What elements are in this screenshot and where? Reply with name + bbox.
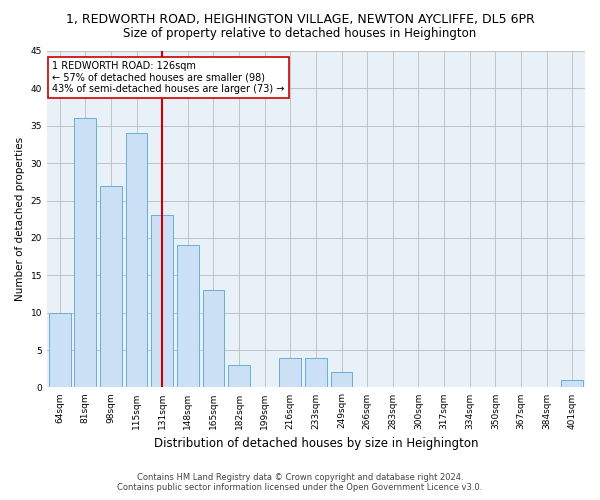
Text: 1 REDWORTH ROAD: 126sqm
← 57% of detached houses are smaller (98)
43% of semi-de: 1 REDWORTH ROAD: 126sqm ← 57% of detache…	[52, 61, 284, 94]
Bar	[305, 358, 327, 388]
Bar	[177, 246, 199, 388]
Y-axis label: Number of detached properties: Number of detached properties	[15, 137, 25, 302]
Text: Size of property relative to detached houses in Heighington: Size of property relative to detached ho…	[124, 28, 476, 40]
Bar	[280, 358, 301, 388]
X-axis label: Distribution of detached houses by size in Heighington: Distribution of detached houses by size …	[154, 437, 478, 450]
Bar	[331, 372, 352, 388]
Text: 1, REDWORTH ROAD, HEIGHINGTON VILLAGE, NEWTON AYCLIFFE, DL5 6PR: 1, REDWORTH ROAD, HEIGHINGTON VILLAGE, N…	[65, 12, 535, 26]
Bar	[561, 380, 583, 388]
Bar	[151, 216, 173, 388]
Text: Contains HM Land Registry data © Crown copyright and database right 2024.
Contai: Contains HM Land Registry data © Crown c…	[118, 473, 482, 492]
Bar	[126, 133, 148, 388]
Bar	[100, 186, 122, 388]
Bar	[203, 290, 224, 388]
Bar	[228, 365, 250, 388]
Bar	[74, 118, 96, 388]
Bar	[49, 312, 71, 388]
